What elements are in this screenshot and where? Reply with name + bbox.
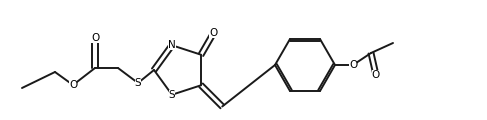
Text: O: O: [69, 80, 77, 90]
Text: S: S: [135, 78, 141, 88]
Text: N: N: [168, 40, 176, 50]
Text: O: O: [349, 60, 357, 70]
Text: O: O: [91, 33, 99, 43]
Text: S: S: [169, 90, 175, 100]
Text: O: O: [209, 28, 218, 38]
Text: O: O: [372, 70, 380, 80]
